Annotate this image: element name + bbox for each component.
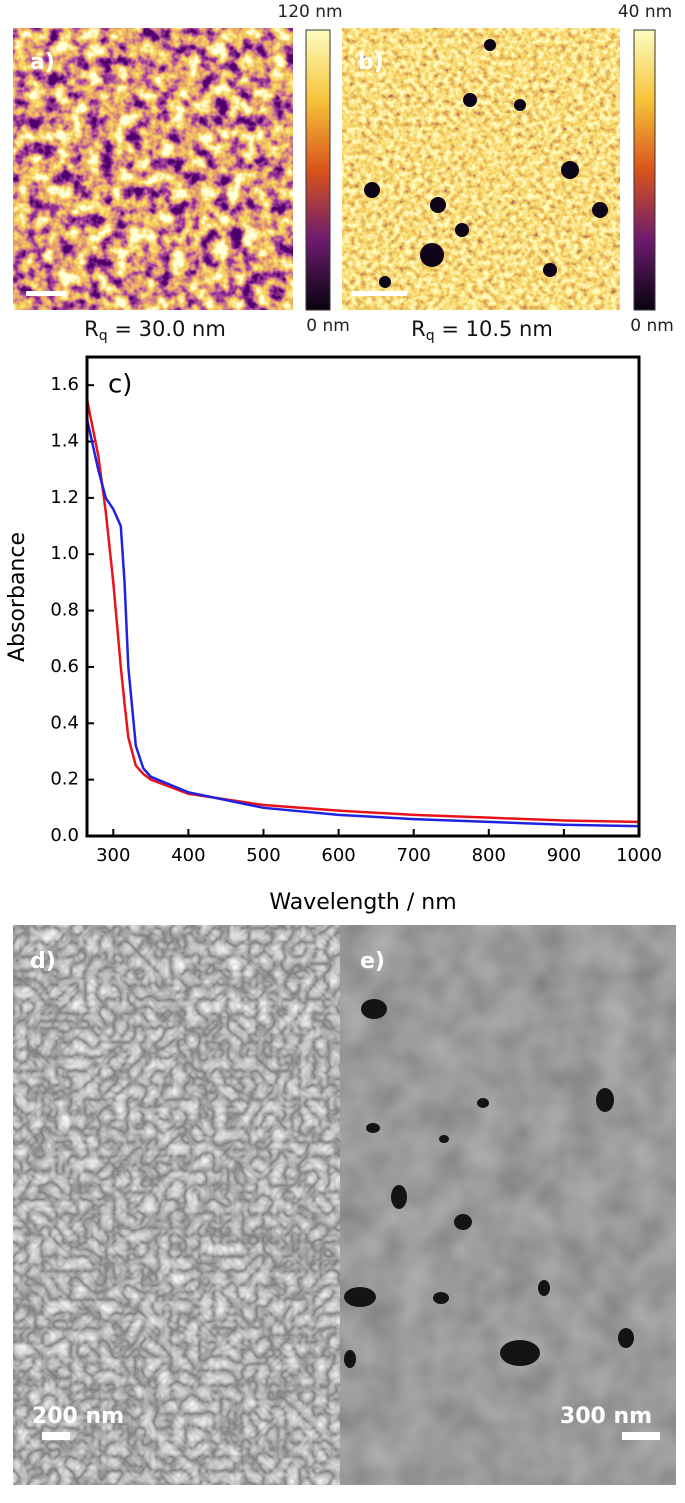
y-tick-label: 0.2 [50,769,79,790]
y-tick-label: 1.4 [50,431,79,452]
symbol: R [411,317,426,341]
y-tick-label: 0.6 [50,656,79,677]
scale-bar [26,291,66,296]
sem-image [340,925,676,1485]
panel-label: a) [30,50,55,75]
sem-image [13,925,340,1485]
x-axis-title: Wavelength / nm [269,890,456,915]
roughness: Rq = 30.0 nm [84,317,226,344]
panel-label: d) [30,949,56,974]
y-axis-title: Absorbance [5,532,30,662]
x-tick-label: 1000 [616,845,662,866]
subscript: q [426,328,435,344]
colorbar [305,29,331,311]
roughness: Rq = 10.5 nm [411,317,553,344]
x-tick-label: 700 [397,845,431,866]
x-tick-label: 500 [246,845,280,866]
y-tick-label: 1.2 [50,487,79,508]
annotation: c) [108,370,132,400]
symbol: R [84,317,99,341]
scale-bar [42,1432,70,1440]
colorbar-min: 0 nm [306,316,350,336]
roughness-value: = 30.0 nm [108,317,226,341]
pores [344,999,634,1368]
scale-bar [352,291,407,296]
scale-bar [622,1432,660,1440]
colorbar [633,29,656,311]
panel-label: e) [360,949,385,974]
subscript: q [99,328,108,344]
chart: c) Wavelength / nm Absorbance 0.0 0.2 0.4 0… [5,355,662,915]
y-tick-label: 0.0 [50,825,79,846]
roughness-value: = 10.5 nm [435,317,553,341]
x-tick-label: 900 [547,845,581,866]
y-tick-label: 1.6 [50,374,79,395]
y-tick-label: 1.0 [50,543,79,564]
panel-label: b) [358,50,384,75]
scale-label: 300 nm [560,1404,652,1429]
series-line [85,418,640,828]
plot-frame [85,355,641,838]
series-line [85,399,640,824]
colorbar-max: 120 nm [277,2,342,22]
x-tick-label: 600 [321,845,355,866]
y-tick-label: 0.8 [50,600,79,621]
pits [364,39,608,288]
afm-image [13,28,293,310]
colorbar-min: 0 nm [630,316,674,336]
x-tick-label: 400 [171,845,205,866]
x-tick-label: 800 [472,845,506,866]
y-tick-label: 0.4 [50,712,79,733]
scale-label: 200 nm [32,1404,124,1429]
x-tick-label: 300 [96,845,130,866]
colorbar-max: 40 nm [618,2,672,22]
